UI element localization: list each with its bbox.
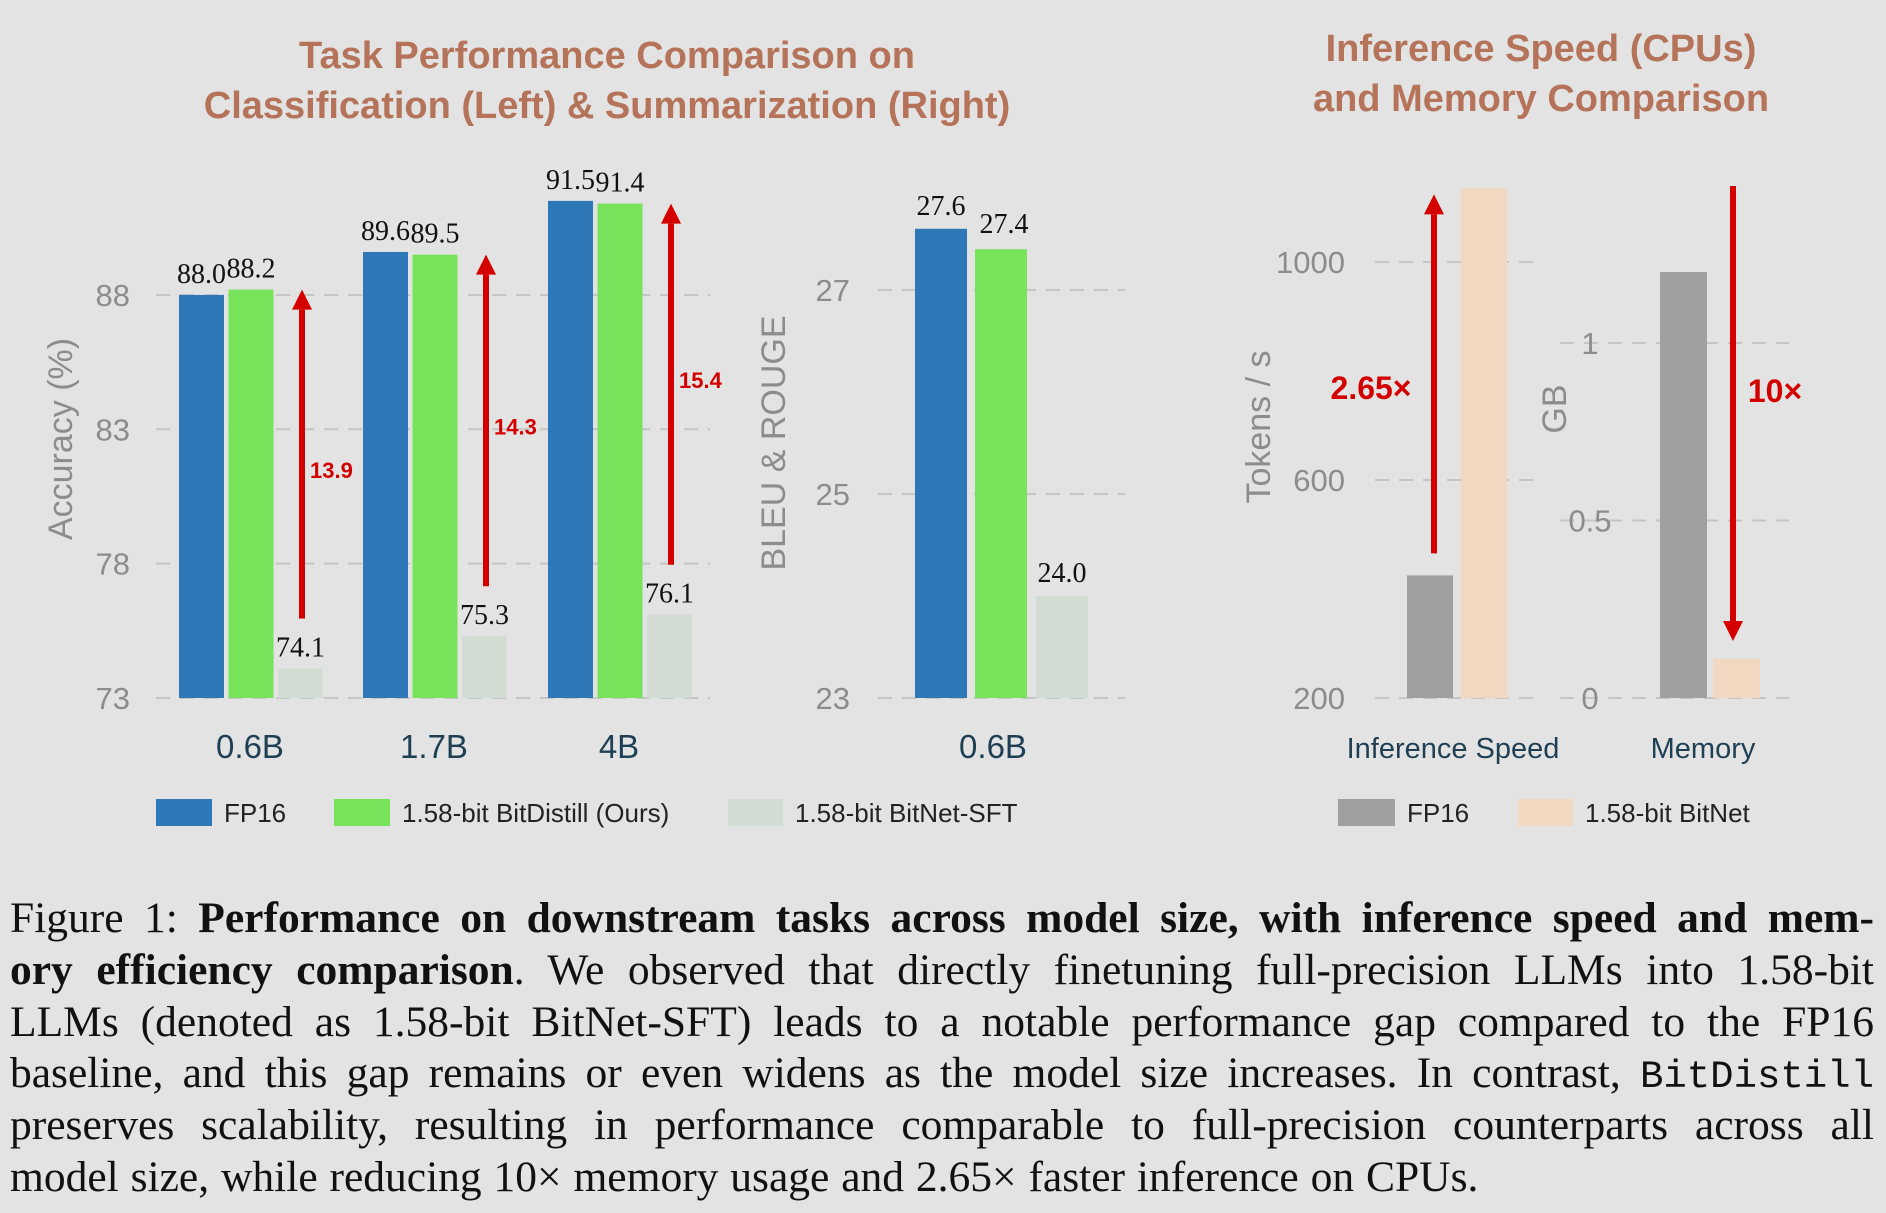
legend-swatch (334, 799, 390, 826)
chart-title: Inference Speed (CPUs) (1326, 28, 1757, 70)
data-label: 91.4 (596, 168, 645, 199)
bar-fp16 (548, 200, 593, 698)
caption-line: LLMs (denoted as 1.58-bit BitNet-SFT) le… (10, 997, 1874, 1046)
y-tick-label: 0 (1581, 681, 1598, 716)
x-tick-label: Inference Speed (1347, 733, 1560, 765)
bar-fp16 (1407, 575, 1453, 698)
y-axis-label: BLEU & ROUGE (755, 315, 793, 570)
bar-fp16 (915, 228, 967, 699)
caption-line: preserves scalability, resulting in perf… (10, 1101, 1874, 1150)
bar-1-58-bit-bitnet-sft (278, 668, 323, 698)
caption-bold: ory efficiency comparison (10, 945, 514, 994)
data-label: 76.1 (645, 579, 694, 610)
memory-reduction-label: 10× (1748, 373, 1802, 409)
y-tick-label: 27 (816, 273, 850, 308)
y-tick-label: 25 (816, 477, 850, 512)
legend-label: FP16 (1407, 798, 1469, 828)
speedup-label: 2.65× (1331, 370, 1412, 406)
bar-1-58-bit-bitdistill-ours- (597, 203, 643, 699)
y-tick-label: 0.5 (1568, 504, 1611, 539)
y-tick-label: 88 (96, 278, 130, 313)
caption-code: BitDistill (1639, 1055, 1874, 1100)
gain-label: 13.9 (310, 458, 353, 483)
data-label: 74.1 (276, 632, 325, 663)
data-label: 89.6 (361, 216, 410, 247)
caption-text: . We observed that directly finetuning f… (513, 945, 1874, 994)
y-tick-label: 83 (96, 412, 130, 447)
arrow-head (292, 289, 312, 310)
bar-fp16 (1660, 272, 1707, 698)
y-axis-label: Accuracy (%) (42, 338, 80, 540)
arrow-head (1424, 194, 1444, 215)
gain-label: 14.3 (494, 414, 537, 439)
x-tick-label: 0.6B (216, 728, 284, 765)
x-tick-label: 4B (599, 728, 639, 765)
legend-swatch (1338, 799, 1395, 826)
legend-swatch (1518, 799, 1573, 826)
data-label: 88.0 (177, 259, 226, 290)
x-tick-label: 0.6B (959, 728, 1027, 765)
legend-label: 1.58-bit BitDistill (Ours) (402, 798, 669, 828)
chart-title: Classification (Left) & Summarization (R… (204, 85, 1010, 127)
legend-swatch (728, 799, 783, 826)
x-tick-label: Memory (1651, 733, 1756, 765)
bar-fp16 (363, 251, 408, 698)
legend-swatch (156, 799, 212, 826)
data-label: 27.4 (980, 209, 1029, 240)
arrow-head (476, 254, 496, 275)
y-tick-label: 73 (96, 681, 130, 716)
y-tick-label: 1000 (1276, 245, 1345, 280)
caption-line: model size, while reducing 10× memory us… (10, 1152, 1479, 1201)
y-tick-label: 200 (1293, 681, 1345, 716)
data-label: 75.3 (460, 600, 509, 631)
data-label: 88.2 (227, 254, 276, 285)
arrow-head (1723, 621, 1743, 641)
bar-1-58-bit-bitnet-sft (1036, 596, 1088, 698)
y-tick-label: 1 (1581, 326, 1598, 361)
y-axis-label: GB (1536, 384, 1574, 433)
data-label: 89.5 (411, 219, 460, 250)
chart-title: Task Performance Comparison on (299, 35, 915, 77)
caption-line: ory efficiency comparison. We observed t… (10, 945, 1874, 997)
gain-label: 15.4 (679, 368, 723, 393)
x-tick-label: 1.7B (400, 728, 468, 765)
caption-line: Figure 1: Performance on downstream task… (10, 893, 1874, 945)
legend-label: 1.58-bit BitNet (1585, 798, 1751, 828)
figure-caption: Figure 1: Performance on downstream task… (10, 893, 1874, 1204)
caption-bold: Performance on downstream tasks across m… (198, 894, 1874, 942)
data-label: 24.0 (1038, 558, 1087, 589)
bar-1-58-bit-bitnet-sft (462, 636, 507, 698)
y-tick-label: 600 (1293, 463, 1345, 498)
bar-1-58-bit-bitdistill-ours- (412, 254, 458, 698)
data-label: 27.6 (917, 191, 966, 222)
chart-title: and Memory Comparison (1313, 78, 1769, 120)
legend-label: 1.58-bit BitNet-SFT (795, 798, 1018, 828)
data-label: 91.5 (546, 165, 595, 196)
bar-1-58-bit-bitnet (1713, 658, 1760, 698)
y-axis-label: Tokens / s (1240, 350, 1278, 503)
y-tick-label: 78 (96, 547, 130, 582)
caption-line: baseline, and this gap remains or even w… (10, 1048, 1874, 1100)
bar-1-58-bit-bitdistill-ours- (975, 249, 1027, 698)
bar-1-58-bit-bitdistill-ours- (228, 289, 274, 698)
bar-1-58-bit-bitnet-sft (647, 614, 692, 698)
caption-text: baseline, and this gap remains or even w… (10, 1049, 1640, 1098)
legend-label: FP16 (224, 798, 286, 828)
y-tick-label: 23 (816, 681, 850, 716)
bar-fp16 (179, 294, 224, 698)
caption-label: Figure 1: (10, 894, 199, 942)
arrow-head (661, 203, 681, 224)
bar-1-58-bit-bitnet (1461, 188, 1507, 699)
figure-charts: Task Performance Comparison on Classifica… (42, 28, 1802, 828)
